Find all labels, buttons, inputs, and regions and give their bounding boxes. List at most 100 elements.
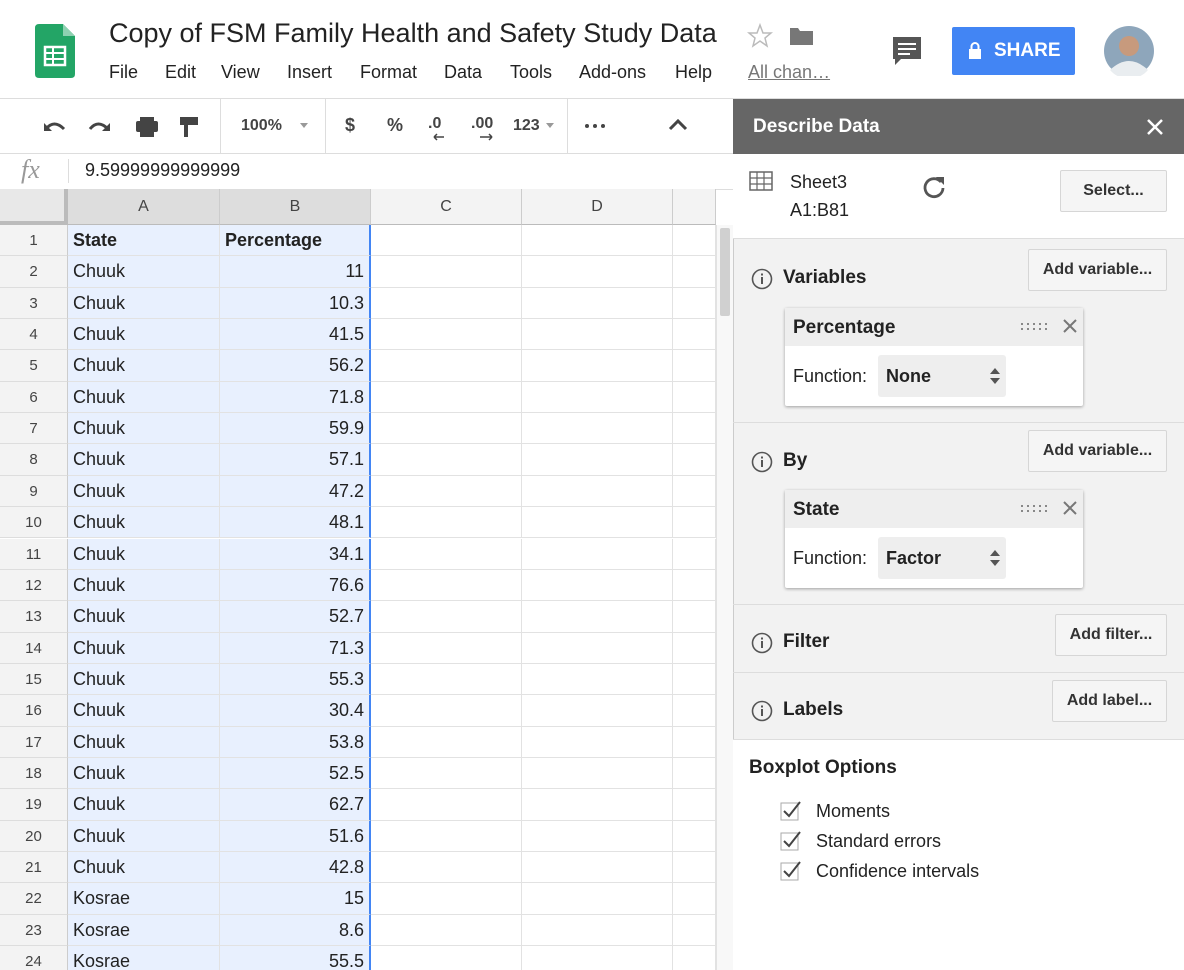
cell[interactable] (371, 852, 522, 884)
cell[interactable] (371, 256, 522, 288)
cell[interactable] (371, 757, 522, 790)
row-header[interactable]: 19 (0, 789, 68, 821)
avatar[interactable] (1104, 26, 1154, 76)
cell[interactable] (673, 381, 716, 414)
cell[interactable]: 71.3 (220, 632, 371, 664)
row-header[interactable]: 12 (0, 569, 68, 602)
row-header[interactable]: 1 (0, 225, 68, 257)
cell[interactable] (673, 852, 716, 884)
cell[interactable] (371, 695, 522, 727)
cell[interactable]: Chuuk (68, 475, 220, 508)
cell[interactable]: Chuuk (68, 256, 220, 288)
cell[interactable] (371, 475, 522, 508)
row-header[interactable]: 22 (0, 883, 68, 915)
row-header[interactable]: 14 (0, 632, 68, 664)
cell[interactable] (522, 507, 673, 539)
cell[interactable]: Chuuk (68, 726, 220, 758)
cell[interactable]: State (68, 225, 220, 257)
collapse-icon[interactable] (668, 117, 688, 131)
cell[interactable]: Kosrae (68, 946, 220, 970)
cell[interactable] (673, 569, 716, 602)
cell[interactable] (673, 601, 716, 633)
cell[interactable]: 30.4 (220, 695, 371, 727)
star-icon[interactable] (747, 23, 773, 49)
cell[interactable] (371, 319, 522, 351)
function-select[interactable]: Factor (878, 537, 1006, 579)
cell[interactable] (522, 695, 673, 727)
cell[interactable] (522, 413, 673, 445)
cell[interactable] (522, 632, 673, 664)
cell[interactable]: 55.3 (220, 663, 371, 696)
cell[interactable]: Chuuk (68, 663, 220, 696)
cell[interactable] (673, 695, 716, 727)
info-icon[interactable] (751, 268, 773, 290)
cell[interactable]: 11 (220, 256, 371, 288)
cell[interactable]: Chuuk (68, 319, 220, 351)
info-icon[interactable] (751, 451, 773, 473)
info-icon[interactable] (751, 632, 773, 654)
increase-decimals[interactable]: .00 (471, 115, 494, 132)
column-header[interactable]: D (522, 189, 673, 225)
cell[interactable] (371, 914, 522, 947)
cell[interactable] (522, 538, 673, 570)
cell[interactable]: 41.5 (220, 319, 371, 351)
doc-title[interactable]: Copy of FSM Family Health and Safety Stu… (109, 18, 717, 48)
menu-item[interactable]: Tools (510, 62, 553, 82)
cell[interactable] (522, 789, 673, 821)
cell[interactable] (522, 663, 673, 696)
row-header[interactable]: 5 (0, 350, 68, 382)
cell[interactable] (522, 225, 673, 257)
cell[interactable] (371, 444, 522, 476)
cell[interactable]: 52.5 (220, 757, 371, 790)
close-icon[interactable] (1146, 118, 1164, 136)
cell[interactable] (371, 287, 522, 320)
cell[interactable] (371, 381, 522, 414)
cell[interactable] (371, 789, 522, 821)
row-header[interactable]: 10 (0, 507, 68, 539)
cell[interactable] (371, 663, 522, 696)
cell[interactable] (673, 757, 716, 790)
cell[interactable] (673, 632, 716, 664)
cell[interactable] (673, 789, 716, 821)
percent-format[interactable]: % (387, 115, 404, 135)
cell[interactable] (673, 883, 716, 915)
cell[interactable] (673, 946, 716, 970)
cell[interactable]: Chuuk (68, 287, 220, 320)
row-header[interactable]: 16 (0, 695, 68, 727)
function-select[interactable]: None (878, 355, 1006, 397)
column-header[interactable]: C (371, 189, 522, 225)
refresh-icon[interactable] (921, 174, 947, 200)
cell[interactable] (673, 444, 716, 476)
cell[interactable]: 8.6 (220, 914, 371, 947)
cell[interactable]: 53.8 (220, 726, 371, 758)
cell[interactable]: 76.6 (220, 569, 371, 602)
cell[interactable] (371, 726, 522, 758)
cell[interactable]: 57.1 (220, 444, 371, 476)
cell[interactable]: Chuuk (68, 538, 220, 570)
row-header[interactable]: 13 (0, 601, 68, 633)
cell[interactable]: Chuuk (68, 852, 220, 884)
add-filter-button[interactable]: Add filter... (1055, 614, 1167, 656)
row-header[interactable]: 3 (0, 287, 68, 320)
column-header[interactable]: B (220, 189, 371, 225)
cell[interactable]: 51.6 (220, 820, 371, 852)
cell[interactable] (673, 287, 716, 320)
cell[interactable]: Chuuk (68, 507, 220, 539)
cell[interactable] (371, 632, 522, 664)
cell[interactable] (371, 820, 522, 852)
add-label-button[interactable]: Add label... (1052, 680, 1167, 722)
checkbox[interactable] (780, 800, 802, 822)
row-header[interactable]: 15 (0, 663, 68, 696)
row-header[interactable]: 20 (0, 820, 68, 852)
row-header[interactable]: 9 (0, 475, 68, 508)
card-controls[interactable] (1019, 499, 1083, 519)
cell[interactable]: Kosrae (68, 914, 220, 947)
cell[interactable]: Chuuk (68, 350, 220, 382)
card-controls[interactable] (1019, 317, 1083, 337)
cell[interactable]: 71.8 (220, 381, 371, 414)
cell[interactable] (673, 663, 716, 696)
cell[interactable]: Chuuk (68, 569, 220, 602)
checkbox[interactable] (780, 830, 802, 852)
row-header[interactable]: 21 (0, 852, 68, 884)
cell[interactable]: Percentage (220, 225, 371, 257)
